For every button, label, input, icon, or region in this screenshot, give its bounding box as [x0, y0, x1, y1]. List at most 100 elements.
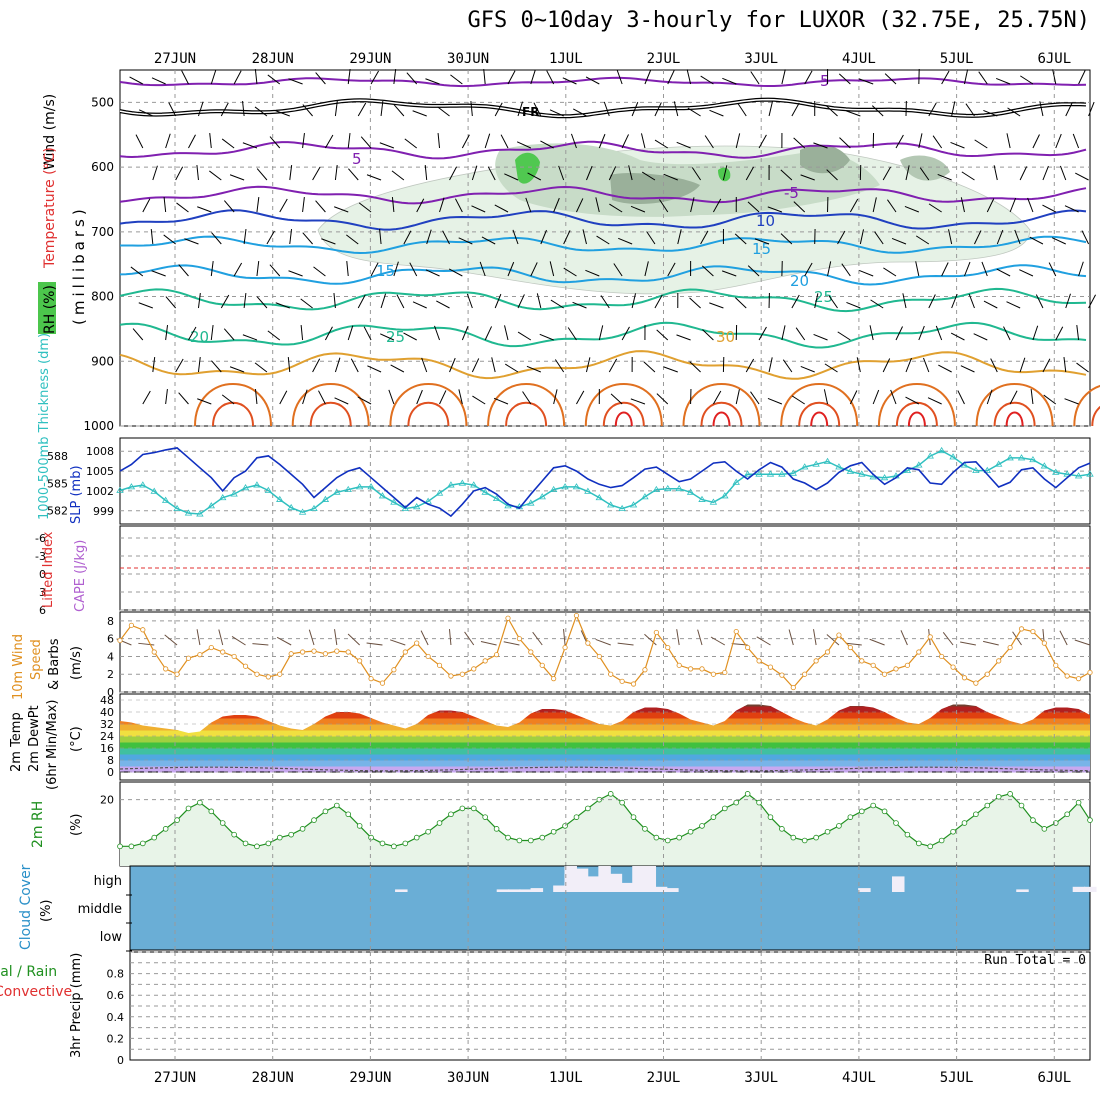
- wind-barb: [722, 77, 737, 85]
- wind-barb: [1076, 362, 1089, 373]
- wind-barb: [1032, 325, 1039, 341]
- wind-barb: [603, 101, 610, 117]
- slp-tick-label: 1005: [86, 465, 114, 478]
- wind-barb: [269, 136, 281, 149]
- wind-barb: [841, 263, 851, 277]
- wind-barb: [178, 392, 189, 405]
- wind-speed-point: [927, 634, 933, 640]
- wind-barb: [702, 329, 714, 341]
- wind-barb: [849, 390, 858, 405]
- thickness-slp-series: [116, 446, 1094, 518]
- wind-barb: [983, 109, 998, 117]
- wind-barb: [990, 358, 998, 373]
- thickness-point: [527, 499, 535, 506]
- surface-heat-contour: [505, 401, 548, 427]
- wind-barb: [643, 361, 656, 373]
- top-day-label: 27JUN: [154, 51, 196, 67]
- wind-speed-point: [117, 637, 123, 644]
- wind-barb: [504, 173, 519, 181]
- rh-point: [562, 823, 568, 829]
- wind-barb: [333, 293, 336, 309]
- wind-barb: [1006, 301, 1021, 309]
- wind-barb: [872, 197, 877, 213]
- wind-barb: [804, 262, 813, 277]
- rh-point: [607, 791, 614, 797]
- bottom-day-label: 27JUN: [154, 1070, 196, 1086]
- wind-barb: [197, 293, 201, 309]
- wind-barb: [576, 198, 584, 213]
- wind-barb: [686, 69, 692, 85]
- wind-barb: [483, 69, 486, 85]
- thickness-point: [618, 504, 626, 512]
- wind-barb: [346, 234, 359, 245]
- wind-speed-point: [790, 684, 796, 691]
- precip-tick-label: 0.2: [107, 1032, 125, 1045]
- wind-barb: [700, 75, 714, 85]
- wind-speed-point: [881, 671, 888, 677]
- wind-barb: [526, 365, 542, 373]
- wind-speed-point: [1041, 640, 1047, 646]
- freezing-label: FR: [522, 105, 539, 119]
- rh-point: [664, 837, 671, 844]
- wind-barb: [800, 174, 815, 181]
- top-day-labels: 27JUN 28JUN 29JUN 30JUN 1JUL 2JUL 3JUL 4JUL 5JUL…: [154, 51, 1071, 67]
- wind-speed-point: [448, 673, 454, 679]
- rh-point: [413, 834, 420, 841]
- rh-point: [493, 826, 500, 832]
- wind-barb: [209, 133, 212, 149]
- high-cloud-bar: [1084, 886, 1097, 892]
- surface-wind-barb: [942, 632, 954, 646]
- wind-barb: [656, 329, 669, 341]
- thickness-point: [709, 498, 718, 505]
- surface-wind-barb: [308, 629, 315, 646]
- surface-wind-barb: [1059, 630, 1068, 646]
- wind-barb: [165, 389, 168, 405]
- cloud-level-labels: high middle low: [78, 874, 132, 952]
- thickness-line: [119, 449, 1091, 515]
- wind-barb: [220, 294, 230, 309]
- wind-barb: [859, 269, 874, 277]
- wind-barb: [722, 165, 728, 181]
- temp-color-band: [120, 766, 1090, 773]
- wind-barb: [813, 142, 828, 149]
- thickness-point: [412, 503, 421, 510]
- rh-point: [436, 820, 443, 826]
- wind-barb: [781, 69, 786, 85]
- wind-barb: [1019, 269, 1034, 277]
- wind10m-label-2: Speed: [29, 639, 44, 680]
- rh-point: [744, 791, 751, 797]
- pressure-level-label: 500: [91, 95, 114, 109]
- wind-barb: [654, 139, 669, 149]
- wind-barb: [735, 133, 741, 149]
- wind-barb: [406, 72, 418, 85]
- cloud-cover-label: Cloud Cover: [18, 864, 34, 950]
- wind-barb: [996, 229, 1004, 245]
- wind-barb: [1039, 101, 1044, 117]
- thickness-point: [686, 488, 695, 495]
- temperature-contour: [119, 185, 1087, 205]
- wind-speed-point: [208, 644, 214, 651]
- cape-label: CAPE (J/kg): [73, 540, 88, 612]
- wind-barb: [750, 71, 760, 85]
- wind-barb: [869, 325, 874, 341]
- wind-barb: [554, 359, 565, 373]
- wind-barb: [735, 297, 747, 309]
- wind-barb: [838, 73, 851, 85]
- top-day-label: 29JUN: [349, 51, 391, 67]
- wind-barb: [197, 206, 212, 213]
- cloud-level-label: middle: [78, 902, 122, 917]
- surface-wind-barb: [1012, 631, 1022, 646]
- rh-point: [904, 831, 911, 838]
- wind-barb: [745, 358, 755, 373]
- wind-speed-point: [653, 629, 659, 636]
- wind-barb: [178, 264, 189, 277]
- temperature-contour: [119, 264, 1087, 286]
- wind-barb: [256, 296, 268, 309]
- wind-barb: [640, 133, 646, 149]
- high-cloud-bar: [643, 866, 657, 892]
- wind-barb: [689, 297, 701, 309]
- thickness-point: [276, 495, 284, 502]
- thickness-point: [161, 496, 170, 503]
- wind-barb: [188, 134, 196, 149]
- thickness-point: [1074, 472, 1083, 479]
